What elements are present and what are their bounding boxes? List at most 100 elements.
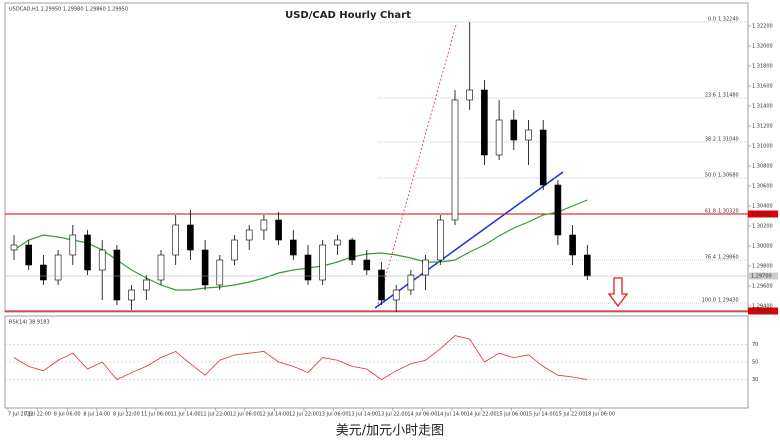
y-tick-label: 1.31000 [752, 144, 773, 150]
fib-name: 100.0 [702, 298, 716, 304]
candle-body [392, 289, 400, 301]
fib-label: 1.31040 [718, 137, 739, 143]
candle-body [422, 259, 429, 276]
candle-body [25, 244, 33, 266]
x-tick-label: 7 Jul 22:00 [24, 412, 51, 418]
candle-body [304, 254, 312, 281]
candle-body [172, 224, 179, 256]
candle-body [54, 254, 62, 281]
x-tick-label: 13 Jul 14:00 [348, 412, 378, 418]
candle-body [275, 219, 282, 241]
y-tick-label: 1.30200 [752, 224, 773, 230]
candle-body [554, 184, 562, 236]
x-tick-label: 15 Jul 06:00 [496, 412, 526, 418]
candle-body [98, 249, 106, 271]
candle-body [378, 269, 385, 301]
candle-body [348, 239, 356, 261]
fib-name: 50.0 [705, 173, 716, 179]
level-tag [748, 210, 778, 218]
y-tick-label: 1.29400 [752, 304, 773, 310]
fib-name: 23.6 [705, 93, 716, 99]
candle-body [510, 119, 518, 141]
moving-average [13, 199, 588, 291]
candle-body [407, 274, 415, 291]
candle-body [451, 99, 459, 221]
rsi-tick-label: 50 [752, 360, 758, 366]
y-tick-label: 1.32000 [752, 44, 773, 50]
x-tick-label: 8 Jul 06:00 [54, 412, 81, 418]
candle-body [569, 234, 576, 256]
candle-body [319, 244, 327, 281]
candle-body [201, 249, 209, 286]
x-tick-label: 15 Jul 22:00 [555, 412, 585, 418]
rsi-panel [4, 315, 749, 409]
candle-body [436, 219, 444, 261]
x-tick-label: 14 Jul 22:00 [467, 412, 497, 418]
y-tick-label: 1.29600 [752, 284, 773, 290]
x-tick-label: 11 Jul 22:00 [200, 412, 230, 418]
fib-name: 0.0 [708, 17, 716, 23]
fib-label: 1.29430 [718, 298, 739, 304]
fib-label: 1.32240 [718, 17, 739, 23]
x-tick-label: 7 Jul 2022 [8, 412, 33, 418]
rsi-tick-label: 70 [752, 342, 758, 348]
candle-body [10, 244, 18, 251]
x-tick-label: 13 Jul 06:00 [319, 412, 349, 418]
x-tick-label: 14 Jul 06:00 [407, 412, 437, 418]
candle-body [231, 239, 238, 261]
x-tick-label: 11 Jul 14:00 [171, 412, 201, 418]
candle-body [69, 234, 77, 256]
level-tag [748, 307, 778, 315]
fib-name: 76.4 [705, 255, 716, 261]
rsi-tick-label: 30 [752, 377, 758, 383]
y-tick-label: 1.30400 [752, 204, 773, 210]
caption: 美元/加元小时走图 [336, 424, 444, 439]
x-tick-label: 8 Jul 14:00 [83, 412, 110, 418]
y-tick-label: 1.31600 [752, 84, 773, 90]
y-tick-label: 1.32200 [752, 24, 773, 30]
candle-body [143, 279, 150, 291]
fib-label: 1.31480 [718, 93, 739, 99]
candle-body [583, 254, 591, 277]
main-panel [4, 2, 749, 313]
y-tick-label: 1.31200 [752, 124, 773, 130]
trend-line [374, 171, 564, 309]
candle-body [334, 239, 341, 246]
candle-body [157, 254, 165, 281]
x-tick-label: 12 Jul 22:00 [289, 412, 319, 418]
candle-body [128, 289, 135, 301]
y-tick-label: 1.30800 [752, 164, 773, 170]
rsi-label: RSI(14) 38.9183 [9, 320, 50, 326]
rsi-line [13, 335, 588, 381]
x-tick-label: 8 Jul 22:00 [113, 412, 140, 418]
candle-body [40, 264, 47, 281]
x-tick-label: 12 Jul 06:00 [230, 412, 260, 418]
candle-body [113, 249, 121, 301]
candle-body [481, 89, 488, 156]
current-tag [748, 272, 778, 280]
fib-trend-line [377, 24, 457, 305]
candle-body [525, 129, 532, 141]
level-label: 1.30320 [751, 212, 772, 218]
x-tick-label: 15 Jul 14:00 [526, 412, 556, 418]
candle-body [187, 224, 194, 251]
y-tick-label: 1.29800 [752, 264, 773, 270]
candle-body [289, 239, 297, 256]
candle-body [495, 119, 503, 156]
fib-name: 38.2 [705, 137, 716, 143]
current-label: 1.29700 [751, 274, 772, 280]
x-tick-label: 12 Jul 14:00 [259, 412, 289, 418]
candle-body [466, 89, 474, 101]
fib-name: 61.8 [705, 209, 716, 215]
down-arrow [607, 277, 629, 308]
x-tick-label: 18 Jul 06:00 [585, 412, 615, 418]
x-tick-label: 11 Jul 06:00 [141, 412, 171, 418]
level-label: 1.29350 [751, 309, 772, 315]
candle-body [539, 129, 547, 186]
candle-body [245, 229, 253, 241]
header: USDCAD,H1 1.29950 1.29980 1.29860 1.2995… [9, 7, 128, 13]
candle-body [216, 259, 224, 286]
candle-body [84, 234, 91, 271]
x-tick-label: 13 Jul 22:00 [378, 412, 408, 418]
